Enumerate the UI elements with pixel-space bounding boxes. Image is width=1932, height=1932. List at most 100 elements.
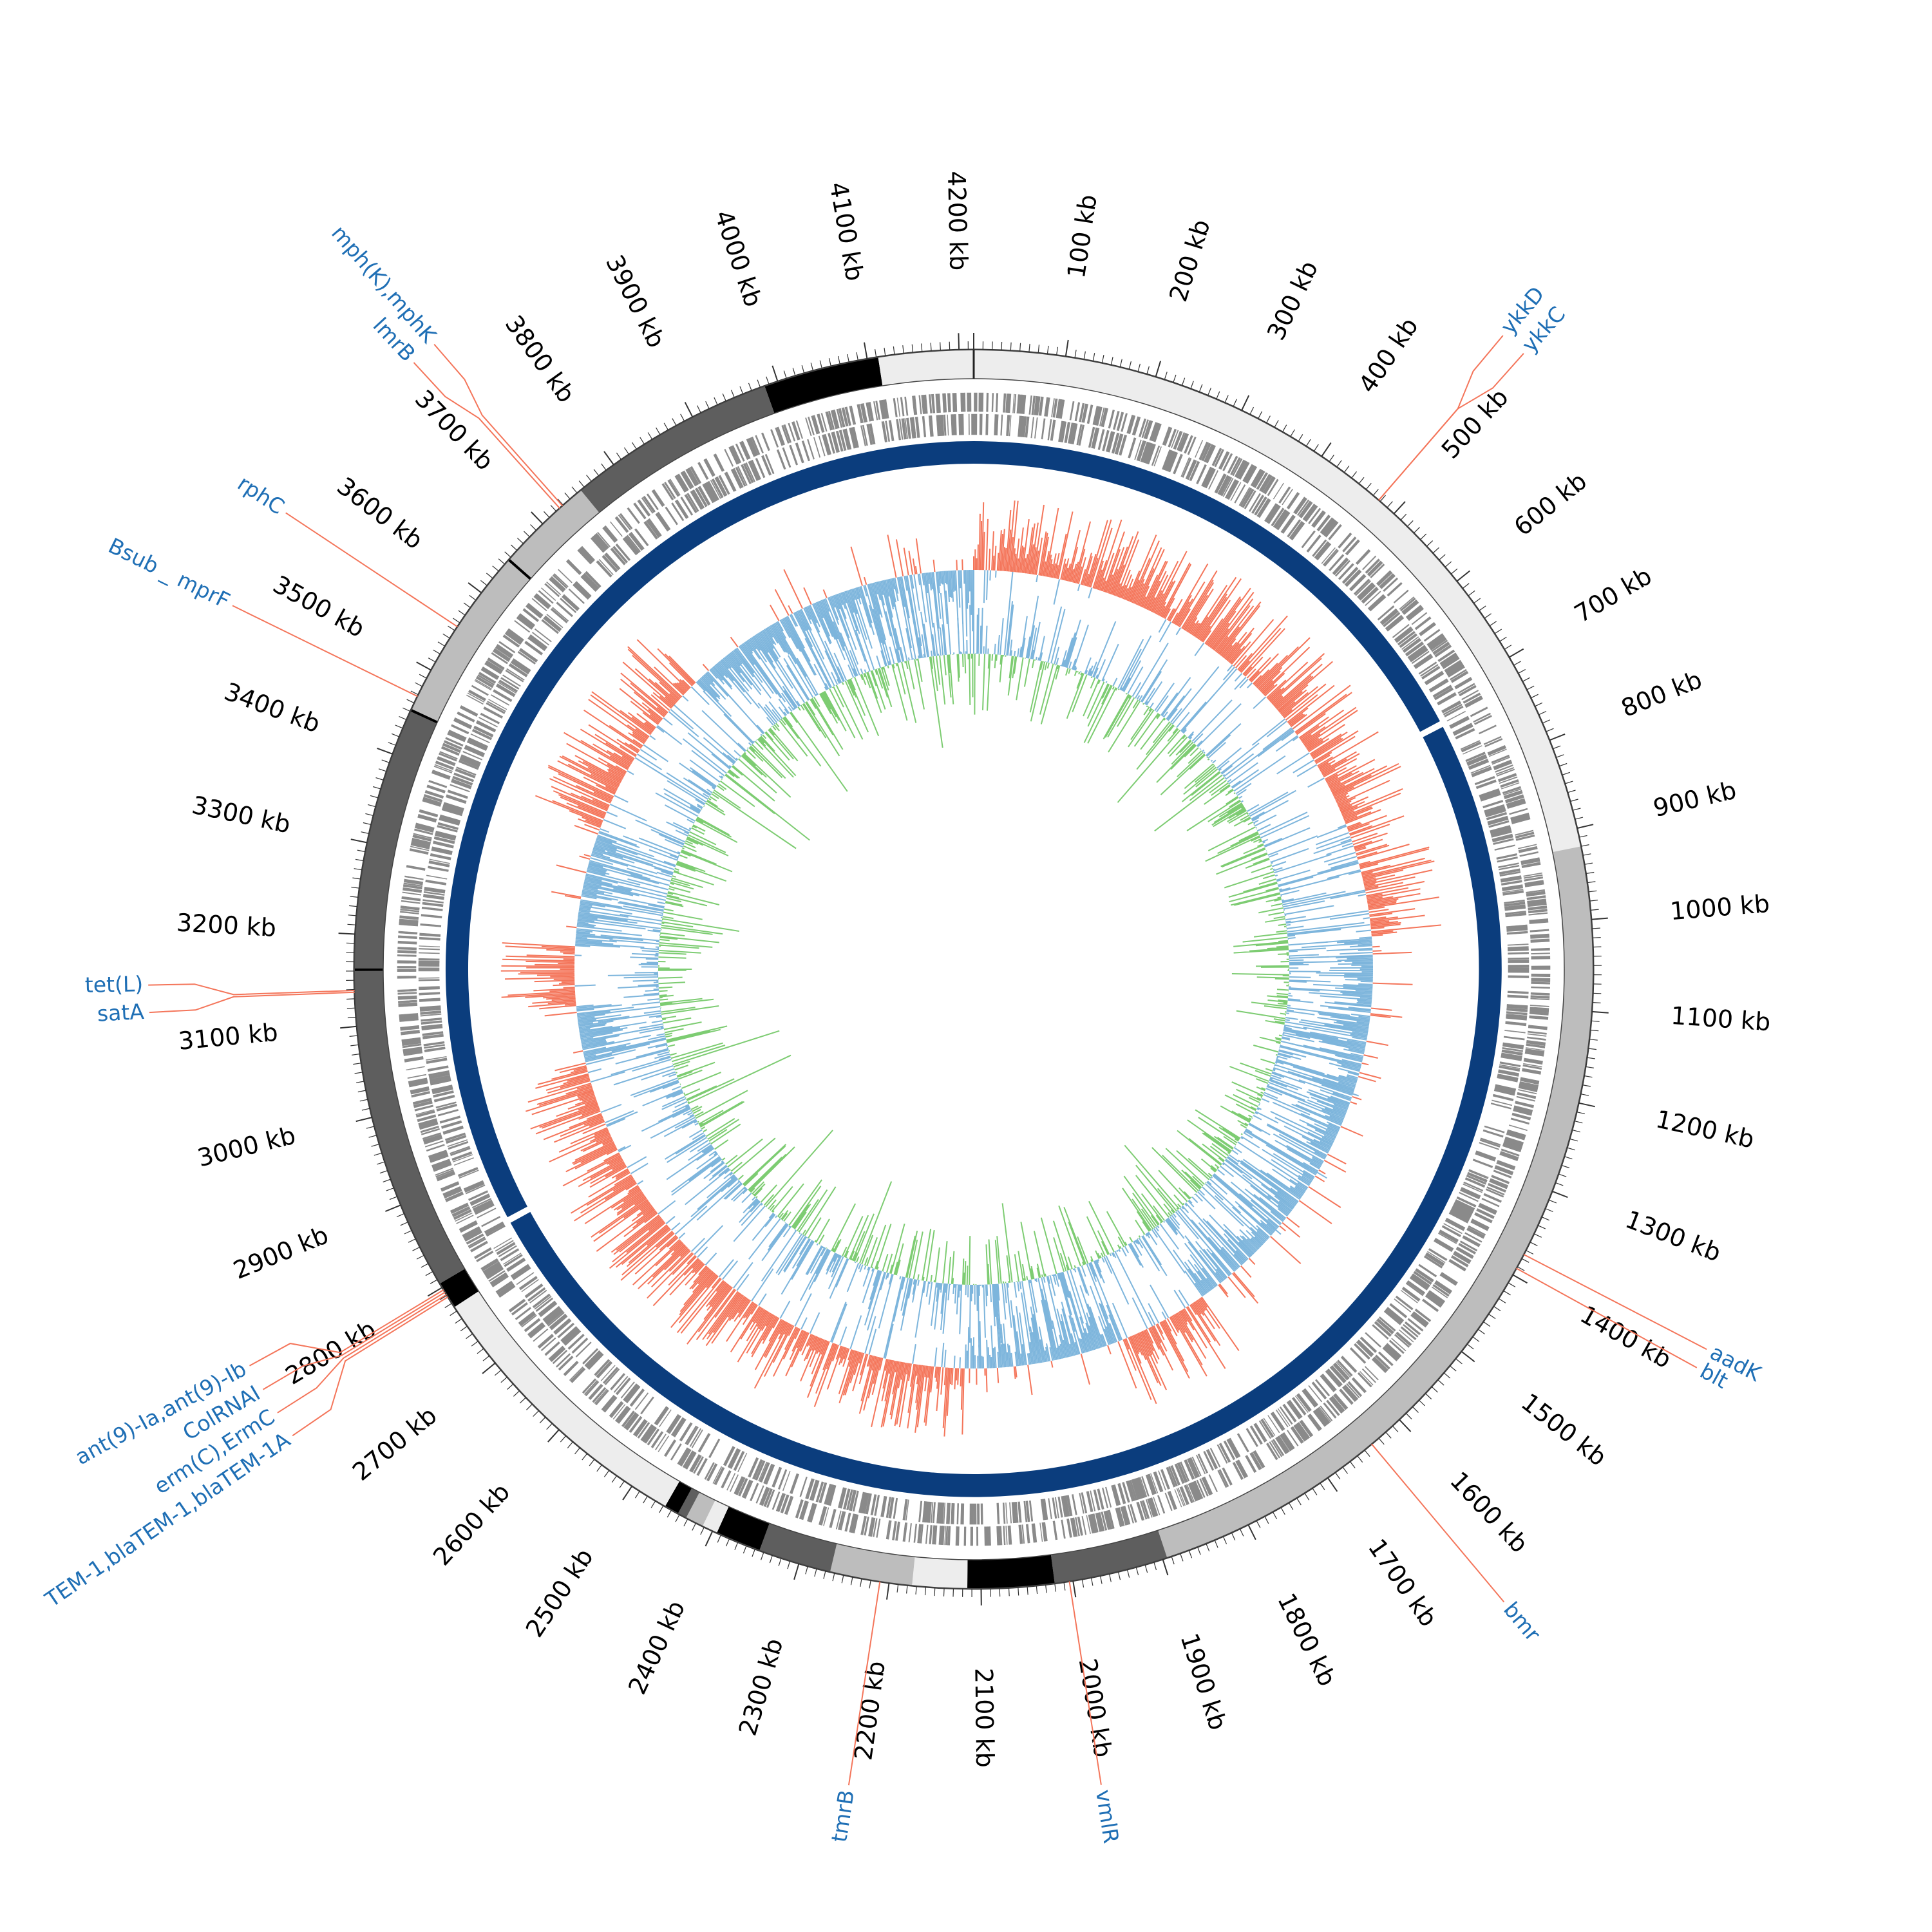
minor-tick [1541,1217,1549,1221]
minor-tick [616,452,622,460]
minor-tick [1343,466,1350,473]
major-tick [377,747,393,755]
minor-tick [410,690,419,696]
minor-tick [564,492,571,500]
minor-tick [639,437,645,445]
contig-segment [764,357,883,413]
minor-tick [596,1464,603,1472]
minor-tick [1413,527,1420,534]
minor-tick [680,413,685,422]
minor-tick [1545,1208,1553,1213]
gc-content-track [598,567,1378,1348]
minor-tick [1522,677,1530,682]
major-tick [338,933,355,935]
minor-tick [1473,598,1481,604]
minor-tick [1419,533,1427,540]
major-tick [547,1429,560,1443]
minor-tick [1552,745,1561,750]
gene-leader-line [1068,1581,1102,1785]
minor-tick [787,1560,791,1569]
minor-tick [492,565,500,572]
minor-tick [1385,1432,1392,1439]
minor-tick [1542,719,1551,724]
minor-tick [1508,1282,1516,1287]
minor-tick [400,1221,408,1226]
minor-tick [1425,1393,1432,1399]
minor-tick [1296,1497,1302,1506]
contig-segment [354,968,383,971]
minor-tick [1329,455,1334,462]
major-tick [531,511,544,525]
minor-tick [1280,1507,1285,1515]
minor-tick [1555,754,1564,758]
minor-tick [1575,817,1584,820]
minor-tick [663,422,669,431]
minor-tick [350,896,359,898]
minor-tick [374,1152,383,1156]
minor-tick [1045,1584,1047,1593]
minor-tick [752,1548,756,1557]
minor-tick [1591,927,1600,929]
minor-tick [1572,808,1581,811]
minor-tick [1392,1425,1399,1433]
minor-tick [366,1126,375,1129]
minor-tick [381,759,390,763]
minor-tick [1462,583,1470,589]
minor-tick [421,1263,429,1268]
minor-tick [934,1587,936,1596]
minor-tick [1580,1094,1589,1096]
minor-tick [1018,1587,1019,1596]
major-tick [1577,824,1594,829]
major-tick [1578,1102,1595,1108]
contig-segment [702,1500,729,1533]
minor-tick [1081,1579,1084,1588]
minor-tick [1365,482,1372,490]
minor-tick [1334,1472,1341,1480]
minor-tick [949,341,951,350]
minor-tick [1449,1365,1457,1372]
minor-tick [1526,1249,1534,1255]
minor-tick [1083,351,1086,360]
minor-tick [353,1063,362,1065]
minor-tick [586,475,592,482]
minor-tick [902,345,904,354]
minor-tick [603,1470,610,1477]
contig-segment [440,1269,479,1307]
minor-tick [1587,1057,1596,1059]
minor-tick [850,1577,853,1586]
minor-tick [1418,1399,1426,1406]
major-tick [385,1204,401,1212]
gc-skew-negative [574,569,1374,1369]
minor-tick [792,368,796,376]
minor-tick [1216,391,1220,400]
minor-tick [388,742,397,746]
major-tick [1247,1524,1256,1540]
minor-tick [560,1435,567,1443]
minor-tick [539,1416,546,1424]
minor-tick [1063,1582,1066,1591]
tick-label: 3200 kb [176,908,277,942]
minor-tick [1504,645,1512,650]
minor-tick [1488,1313,1496,1320]
minor-tick [1468,590,1475,596]
minor-tick [1466,1343,1474,1350]
tick-label: 4200 kb [942,171,973,271]
minor-tick [357,1090,366,1093]
minor-tick [355,858,364,862]
minor-tick [860,1578,862,1587]
major-tick [350,838,368,844]
minor-tick [805,1566,808,1575]
minor-tick [415,682,423,687]
minor-tick [582,1453,588,1461]
minor-tick [1584,1075,1593,1078]
minor-tick [453,618,460,623]
contig-segment [665,1481,692,1514]
minor-tick [1357,1455,1363,1463]
minor-tick [455,1318,462,1324]
contig-segment [912,1557,968,1589]
major-tick [603,451,614,466]
minor-tick [350,1044,359,1046]
major-tick [864,342,868,359]
minor-tick [379,1170,388,1174]
minor-tick [425,1271,433,1276]
